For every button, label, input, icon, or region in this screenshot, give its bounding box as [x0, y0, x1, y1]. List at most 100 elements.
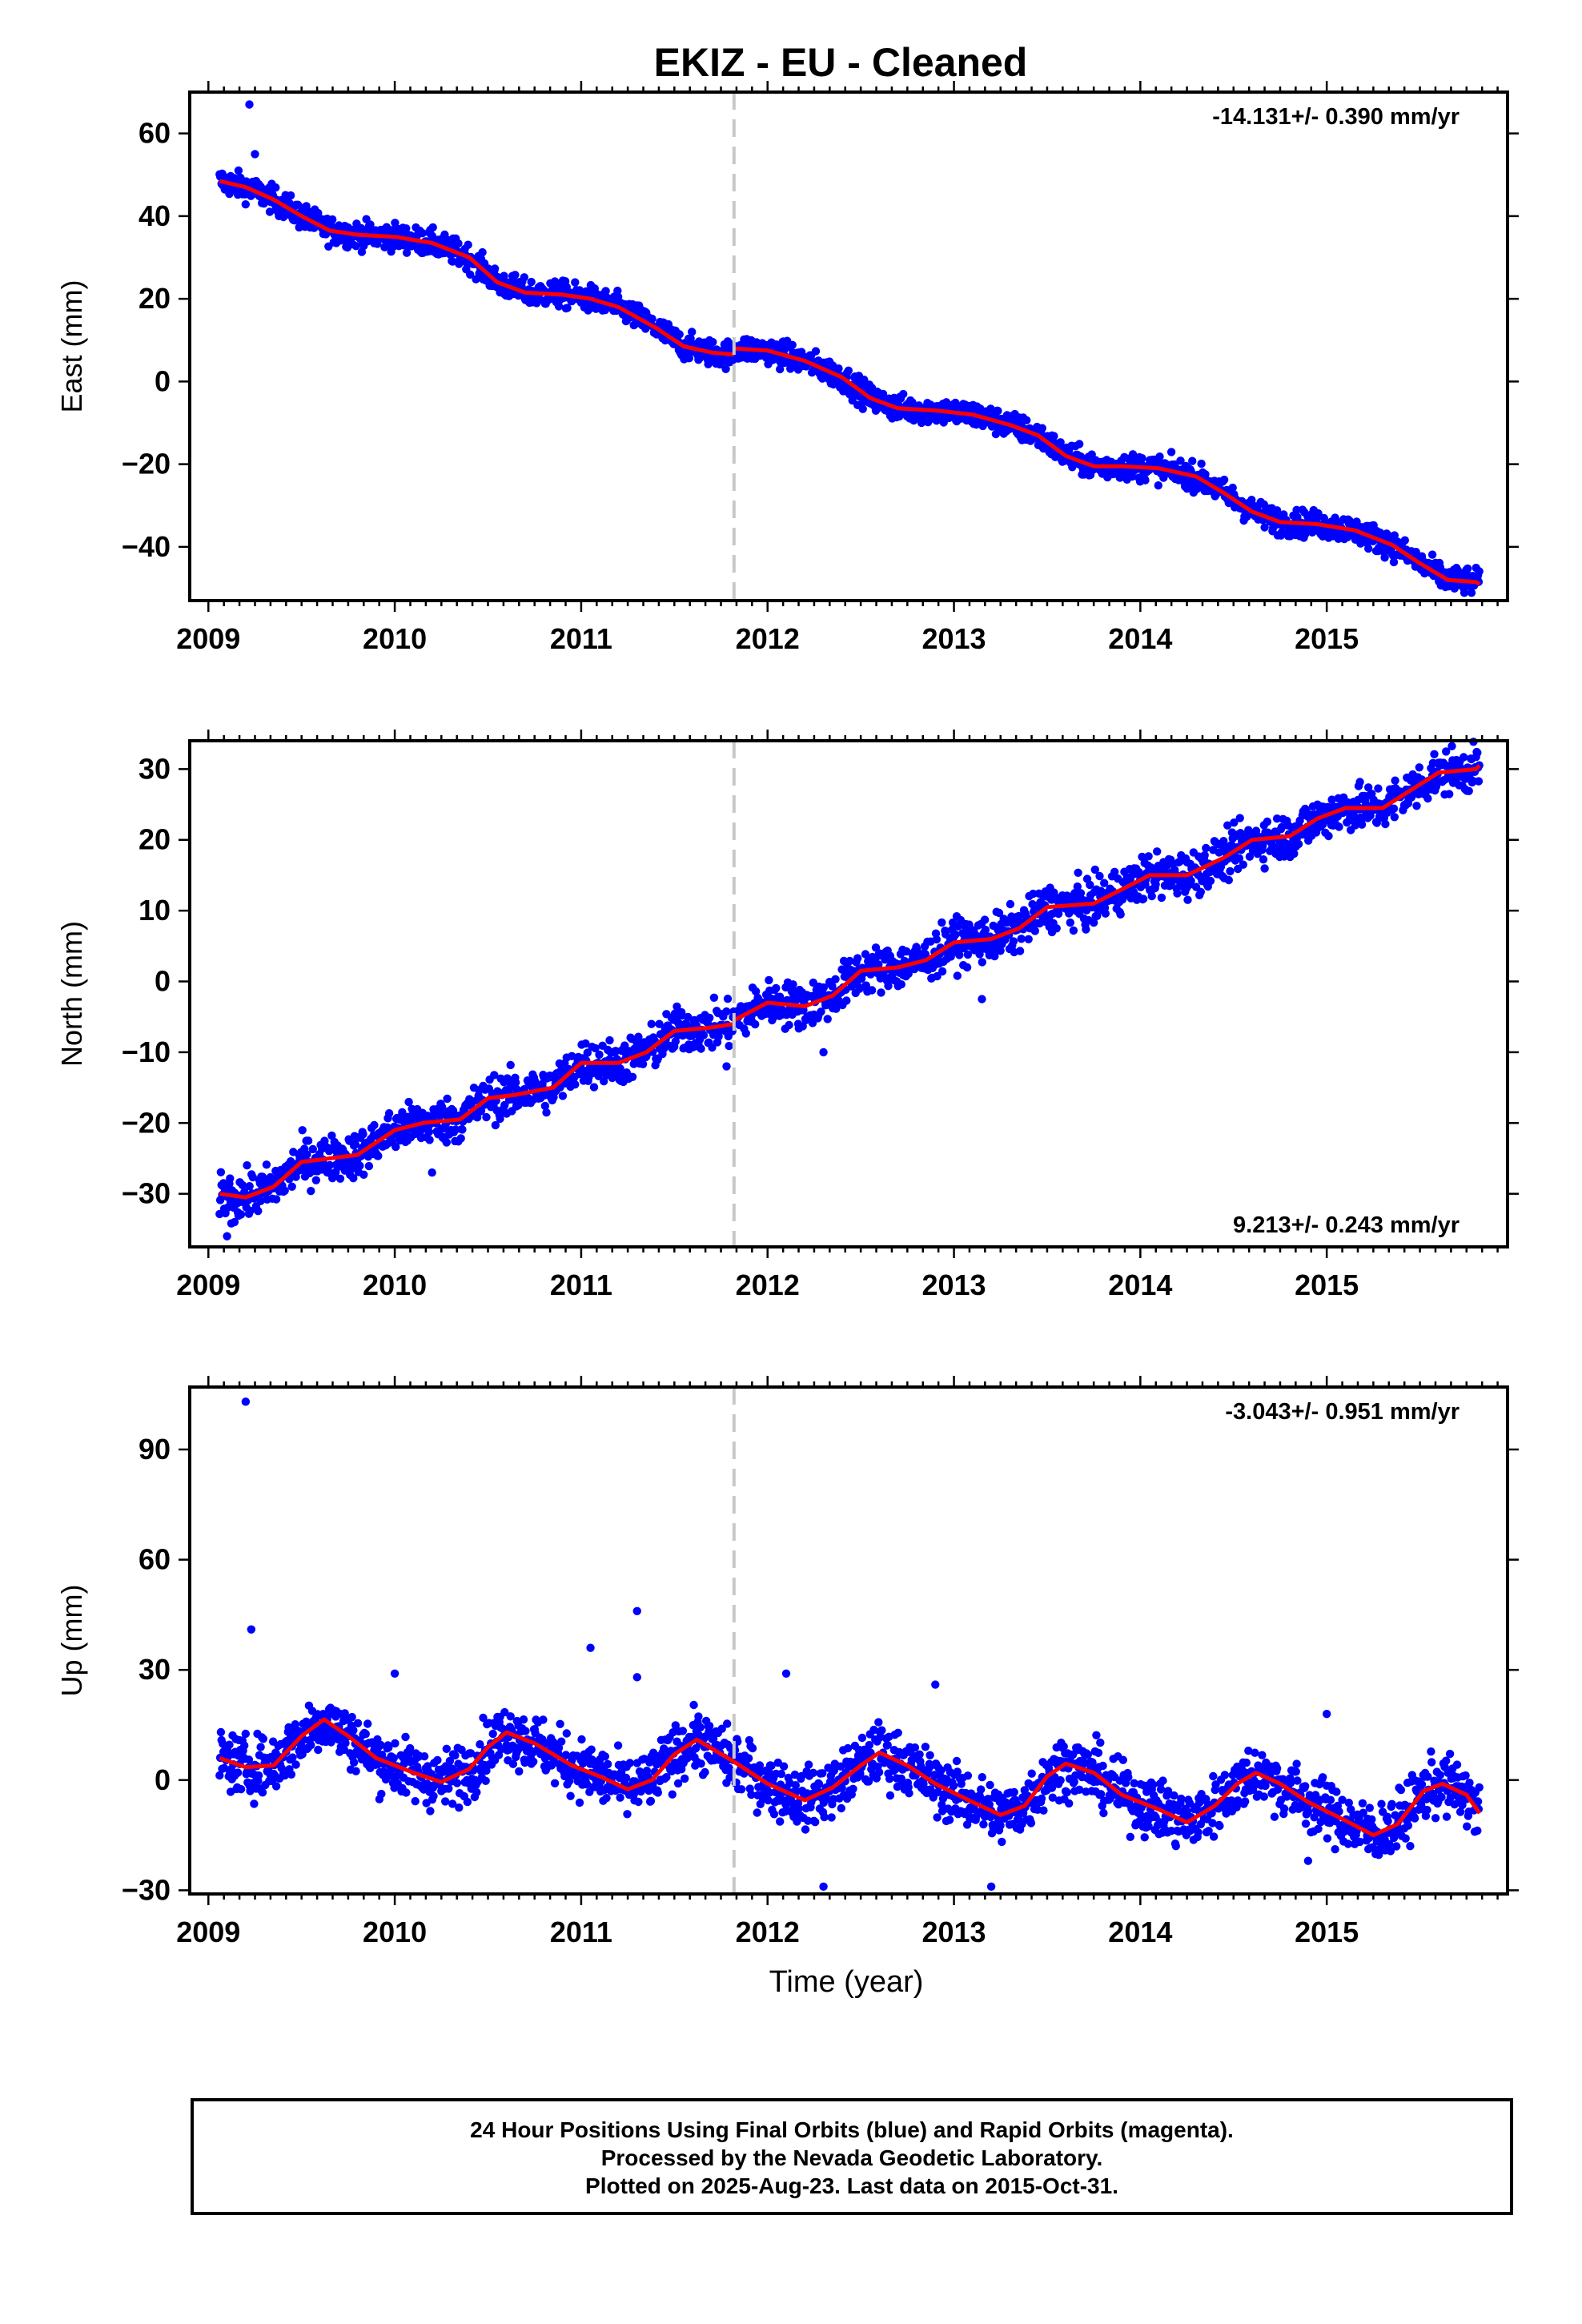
data-point [1219, 475, 1229, 485]
data-point [236, 1785, 246, 1794]
y-tick-label: −40 [122, 530, 171, 563]
data-point [1239, 860, 1248, 869]
data-point [506, 1060, 515, 1070]
data-point [613, 286, 622, 296]
data-point [233, 1768, 243, 1777]
data-point [241, 200, 250, 209]
data-point [697, 1044, 705, 1053]
data-point [1188, 456, 1197, 465]
outlier-point [223, 1232, 231, 1240]
data-point [951, 930, 960, 939]
data-point [834, 364, 843, 373]
data-point [241, 1729, 250, 1739]
data-point [1173, 889, 1182, 898]
data-point [442, 1138, 451, 1147]
data-point [238, 1180, 247, 1190]
data-point [1197, 459, 1206, 468]
data-point [1412, 802, 1421, 810]
data-point [429, 1791, 438, 1800]
data-point [1263, 817, 1272, 826]
data-point [456, 1134, 465, 1143]
data-point [1157, 893, 1166, 903]
data-point [1473, 748, 1482, 758]
data-point [466, 270, 475, 279]
data-point [878, 389, 888, 399]
data-point [527, 277, 536, 287]
data-point [1389, 557, 1399, 567]
data-point [776, 364, 785, 374]
data-point [938, 918, 946, 927]
data-point [458, 1125, 467, 1134]
data-point [361, 1730, 370, 1739]
data-point [303, 1136, 313, 1145]
data-point [539, 1715, 548, 1724]
x-tick-label: 2013 [921, 1269, 986, 1301]
data-point [688, 328, 697, 336]
data-point [364, 1161, 374, 1171]
data-point [428, 223, 437, 232]
data-point [1202, 843, 1211, 853]
data-point [256, 1743, 265, 1751]
data-point [634, 1797, 643, 1807]
rate-label: -14.131+/- 0.390 mm/yr [1212, 104, 1460, 130]
data-point [557, 1737, 566, 1746]
data-point [575, 1798, 584, 1807]
data-point [402, 248, 412, 257]
data-point [234, 166, 243, 175]
data-point [353, 1719, 363, 1727]
data-point [595, 1050, 604, 1059]
data-points [215, 1397, 1484, 1892]
y-tick-label: −20 [122, 1106, 171, 1139]
data-point [675, 330, 684, 339]
data-point [243, 1161, 251, 1170]
x-tick-label: 2014 [1108, 1269, 1172, 1301]
data-point [490, 264, 500, 273]
data-point [225, 1740, 234, 1749]
outlier-point [1247, 842, 1257, 851]
data-point [420, 1752, 429, 1761]
data-point [1335, 822, 1343, 831]
data-point [554, 302, 564, 311]
data-point [308, 1144, 317, 1154]
data-point [589, 1083, 599, 1092]
data-point [602, 1794, 611, 1803]
data-point [226, 1174, 235, 1183]
data-point [1355, 778, 1364, 786]
data-point [1380, 553, 1389, 562]
data-point [448, 257, 457, 266]
data-point [287, 1182, 296, 1192]
x-tick-label: 2010 [363, 622, 427, 655]
data-point [1024, 935, 1033, 944]
data-point [566, 1791, 575, 1800]
data-point [236, 1210, 246, 1219]
data-point [842, 996, 851, 1005]
data-point [1474, 777, 1484, 786]
data-point [699, 1031, 709, 1039]
y-tick-label: 20 [139, 282, 171, 315]
data-point [858, 404, 867, 413]
data-point [577, 1735, 586, 1744]
data-point [511, 271, 520, 279]
data-point [351, 1767, 360, 1775]
data-point [1381, 819, 1390, 829]
data-point [831, 975, 840, 984]
data-point [347, 1712, 356, 1722]
data-point [1235, 814, 1244, 822]
data-point [628, 1072, 637, 1082]
y-tick-label: −10 [122, 1035, 171, 1068]
data-point [391, 1739, 400, 1748]
data-point [1138, 895, 1148, 903]
data-point [1427, 550, 1437, 559]
data-point [355, 1161, 364, 1170]
data-point [1147, 891, 1156, 901]
data-point [646, 1796, 656, 1806]
data-point [788, 340, 797, 349]
data-point [616, 1793, 624, 1802]
data-point [751, 1019, 760, 1029]
data-point [389, 1754, 398, 1763]
rate-label: 9.213+/- 0.243 mm/yr [1233, 1212, 1460, 1238]
data-point [291, 1760, 300, 1769]
data-point [311, 1176, 320, 1185]
data-point [1128, 450, 1138, 459]
